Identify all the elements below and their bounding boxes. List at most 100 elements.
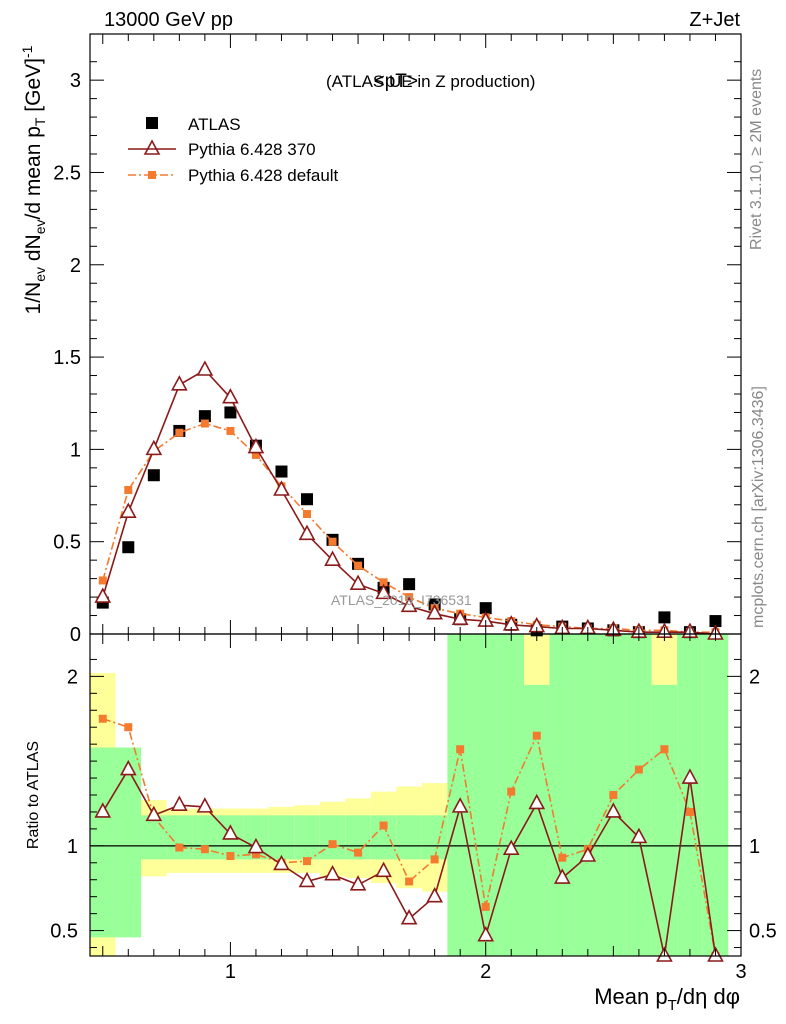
ratio-band-inner — [549, 634, 576, 956]
ratio-pythia-default-point — [685, 807, 694, 816]
legend-marker-pdef — [148, 171, 156, 179]
header-process: Z+Jet — [689, 9, 740, 31]
main-pythia-default-point — [124, 486, 133, 494]
main-pythia-default-point — [98, 576, 107, 585]
ratio-pythia-default-point — [200, 845, 209, 854]
atlas-data-point — [403, 578, 416, 591]
ratio-pythia-370-point — [400, 909, 418, 925]
ratio-pythia-default-point — [328, 840, 337, 849]
main-pythia-370-point — [222, 388, 239, 404]
ratio-pythia-370-point — [630, 827, 648, 844]
ratio-y-tick-label-right: 1 — [749, 836, 760, 858]
main-pythia-370-point — [94, 587, 112, 603]
main-pythia-370-point — [247, 437, 265, 454]
ratio-band-inner — [447, 634, 473, 956]
ratio-pythia-370-point — [94, 802, 112, 818]
ratio-pythia-370-point — [222, 824, 239, 840]
legend-label-p370: Pythia 6.428 370 — [188, 140, 316, 159]
analysis-watermark: ATLAS_2019_I736531 — [331, 592, 472, 608]
x-tick-label: 3 — [735, 961, 746, 983]
ratio-y-axis-label: Ratio to ATLAS — [25, 741, 42, 849]
legend-marker-p370 — [143, 139, 161, 155]
main-pythia-370-point — [196, 360, 214, 376]
ratio-pythia-370-point — [477, 925, 495, 942]
ratio-band-inner — [702, 634, 729, 956]
header-energy: 13000 GeV pp — [104, 9, 233, 31]
main-pythia-370-point — [426, 604, 443, 620]
legend: ATLAS Pythia 6.428 370 Pythia 6.428 defa… — [128, 115, 339, 185]
ratio-pythia-370-point — [451, 797, 469, 813]
ratio-y-tick-label-left: 2 — [67, 666, 78, 688]
legend-label-pdef: Pythia 6.428 default — [188, 166, 339, 185]
ratio-band-inner — [396, 815, 422, 860]
ratio-pythia-default-point — [354, 848, 363, 857]
plot-title: <pT> — [374, 71, 418, 92]
main-pythia-370-point — [273, 480, 290, 496]
ratio-pythia-370-point — [349, 875, 367, 891]
ratio-y-tick-label-left: 0.5 — [50, 921, 78, 943]
atlas-data-point — [658, 611, 671, 624]
x-tick-label: 2 — [480, 961, 491, 983]
ratio-band-inner — [677, 634, 703, 956]
x-tick-label: 1 — [225, 961, 236, 983]
main-pythia-default-point — [226, 426, 235, 435]
x-axis-label: Mean pT/dη dφ — [594, 984, 740, 1014]
ratio-band-inner — [141, 815, 167, 860]
ratio-pythia-default-point — [379, 821, 388, 830]
ratio-pythia-default-point — [303, 857, 311, 866]
main-pythia-370-point — [375, 583, 392, 600]
main-pythia-370-point — [451, 609, 469, 626]
ratio-pythia-370-point — [196, 797, 214, 813]
ratio-pythia-default-point — [532, 731, 541, 740]
atlas-data-point — [122, 541, 135, 554]
ratio-y-tick-label-left: 1 — [67, 836, 78, 858]
main-pythia-370-point — [400, 596, 418, 613]
ratio-pythia-default-point — [98, 714, 107, 723]
ratio-band-inner — [575, 634, 601, 956]
y-tick-label: 1 — [70, 439, 81, 461]
y-tick-label: 2 — [70, 255, 81, 277]
ratio-band-inner — [294, 815, 320, 860]
ratio-pythia-370-point — [553, 868, 571, 884]
main-pythia-370-point — [349, 574, 367, 590]
ratio-y-tick-label-right: 0.5 — [749, 921, 777, 943]
ratio-band-inner — [90, 747, 116, 938]
ratio-pythia-370-point — [171, 795, 188, 811]
ratio-pythia-370-point — [247, 837, 265, 854]
atlas-data-point — [275, 465, 288, 478]
ratio-pythia-370-point — [324, 864, 341, 881]
atlas-data-point — [709, 615, 722, 628]
plot-subtitle: (ATLAS UE in Z production) — [326, 72, 535, 91]
rivet-version-label: Rivet 3.1.10, ≥ 2M events — [748, 69, 765, 250]
ratio-pythia-370-point — [298, 871, 316, 888]
main-pythia-default-point — [354, 561, 363, 570]
ratio-band-inner — [319, 815, 346, 860]
legend-marker-atlas — [146, 117, 158, 129]
ratio-pythia-default-point — [609, 791, 618, 799]
main-pythia-370-point — [324, 550, 341, 566]
main-series-layer — [94, 360, 724, 640]
y-tick-label: 2.5 — [53, 162, 81, 184]
ratio-band-inner — [651, 684, 678, 956]
main-y-axis-label: 1/Nev dNev/d mean pT [GeV]-1 — [19, 45, 48, 314]
ratio-pythia-default-point — [456, 745, 465, 754]
legend-label-atlas: ATLAS — [188, 115, 241, 134]
ratio-pythia-default-point — [124, 723, 133, 732]
ratio-pythia-default-point — [558, 853, 567, 862]
main-pythia-default-point — [379, 578, 388, 587]
ratio-pythia-370-point — [119, 759, 137, 776]
ratio-band-inner — [268, 815, 295, 860]
main-pythia-default-point — [200, 419, 209, 428]
ratio-pythia-default-point — [251, 850, 260, 859]
axis-ticks: 1 2 300.511.522.530.5 0.51 12 2 — [50, 34, 777, 983]
ratio-pythia-370-point — [273, 854, 290, 871]
ratio-pythia-370-point — [145, 805, 163, 822]
ratio-band-inner — [115, 747, 142, 938]
ratio-pythia-default-point — [405, 877, 414, 886]
ratio-pythia-default-point — [481, 902, 490, 911]
ratio-pythia-default-point — [430, 855, 439, 864]
ratio-pythia-default-point — [660, 745, 669, 754]
ratio-pythia-370-point — [502, 839, 520, 856]
ratio-pythia-default-point — [226, 852, 235, 861]
